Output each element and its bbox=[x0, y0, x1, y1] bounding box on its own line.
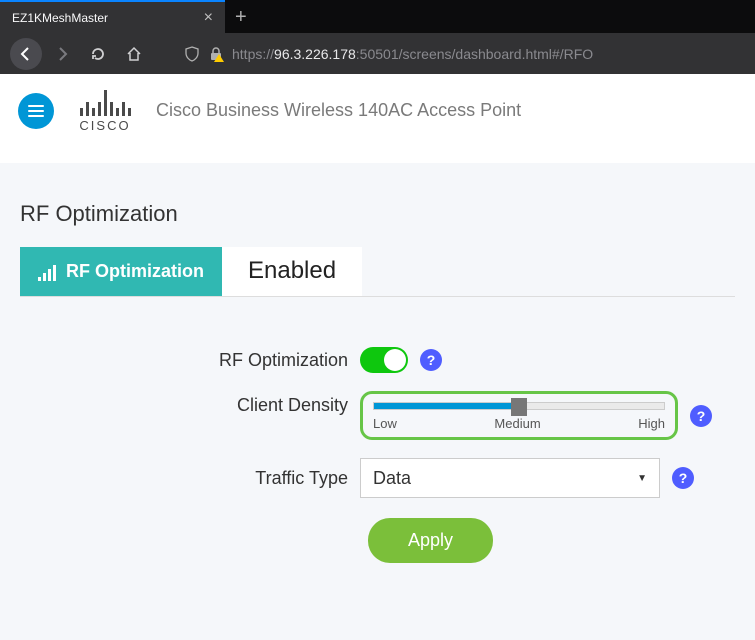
tab-rf-optimization[interactable]: RF Optimization bbox=[20, 247, 222, 296]
slider-labels: Low Medium High bbox=[373, 416, 665, 431]
menu-button[interactable] bbox=[18, 93, 54, 129]
url-input[interactable]: https://96.3.226.178:50501/screens/dashb… bbox=[174, 46, 745, 62]
status-badge: Enabled bbox=[222, 247, 362, 296]
client-density-highlight: Low Medium High bbox=[360, 391, 678, 440]
help-icon[interactable]: ? bbox=[420, 349, 442, 371]
brand-text: CISCO bbox=[79, 118, 130, 133]
tab-label: RF Optimization bbox=[66, 261, 204, 282]
slider-medium-label: Medium bbox=[494, 416, 540, 431]
reload-button[interactable] bbox=[82, 38, 114, 70]
help-icon[interactable]: ? bbox=[672, 467, 694, 489]
browser-chrome: EZ1KMeshMaster × + https://96.3.226.178:… bbox=[0, 0, 755, 74]
tab-title: EZ1KMeshMaster bbox=[12, 11, 108, 25]
apply-row: Apply bbox=[20, 518, 735, 563]
back-button[interactable] bbox=[10, 38, 42, 70]
page-body: CISCO Cisco Business Wireless 140AC Acce… bbox=[0, 74, 755, 593]
address-bar: https://96.3.226.178:50501/screens/dashb… bbox=[0, 33, 755, 74]
tab-bar: EZ1KMeshMaster × + bbox=[0, 0, 755, 33]
url-text: https://96.3.226.178:50501/screens/dashb… bbox=[232, 46, 593, 62]
help-icon[interactable]: ? bbox=[690, 405, 712, 427]
product-title: Cisco Business Wireless 140AC Access Poi… bbox=[156, 100, 521, 121]
client-density-slider[interactable] bbox=[373, 402, 665, 410]
rf-optimization-label: RF Optimization bbox=[20, 350, 360, 371]
traffic-type-label: Traffic Type bbox=[20, 468, 360, 489]
shield-icon bbox=[184, 46, 200, 62]
traffic-type-select[interactable]: Data ▼ bbox=[360, 458, 660, 498]
chevron-down-icon: ▼ bbox=[637, 473, 647, 484]
apply-button[interactable]: Apply bbox=[368, 518, 493, 563]
forward-button[interactable] bbox=[46, 38, 78, 70]
new-tab-button[interactable]: + bbox=[225, 7, 257, 27]
page-title: RF Optimization bbox=[20, 163, 735, 247]
settings-form: RF Optimization ? Client Density Lo bbox=[20, 297, 735, 593]
cisco-logo: CISCO bbox=[70, 88, 140, 133]
content-area: RF Optimization RF Optimization Enabled … bbox=[0, 163, 755, 593]
section-tabs: RF Optimization Enabled bbox=[20, 247, 735, 297]
row-traffic-type: Traffic Type Data ▼ ? bbox=[20, 458, 735, 498]
signal-icon bbox=[38, 263, 56, 281]
slider-low-label: Low bbox=[373, 416, 397, 431]
slider-high-label: High bbox=[638, 416, 665, 431]
lock-warning-icon bbox=[208, 46, 224, 62]
select-value: Data bbox=[373, 468, 411, 489]
close-tab-icon[interactable]: × bbox=[204, 10, 213, 26]
row-rf-optimization: RF Optimization ? bbox=[20, 347, 735, 373]
client-density-label: Client Density bbox=[20, 391, 360, 416]
home-button[interactable] bbox=[118, 38, 150, 70]
row-client-density: Client Density Low Medium High ? bbox=[20, 391, 735, 440]
rf-optimization-toggle[interactable] bbox=[360, 347, 408, 373]
browser-tab[interactable]: EZ1KMeshMaster × bbox=[0, 0, 225, 33]
page-header: CISCO Cisco Business Wireless 140AC Acce… bbox=[0, 74, 755, 163]
